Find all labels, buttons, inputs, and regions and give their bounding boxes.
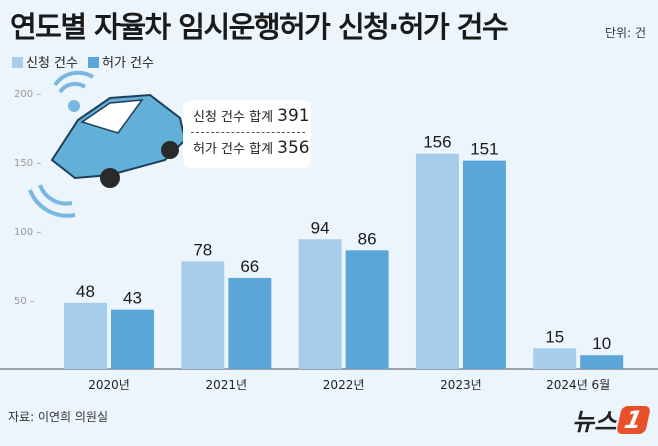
news1-logo: 뉴스 1 [572,402,651,437]
data-label: 78 [193,240,212,259]
bar-apply [181,261,225,369]
car-illustration-icon [28,70,187,218]
x-tick-label: 2023년 [440,378,482,392]
bar-permit [462,160,506,369]
data-label: 48 [76,282,95,301]
y-tick-label: 100 – [14,227,41,238]
legend-label: 허가 건수 [101,56,154,71]
bar-apply [415,153,459,369]
legend-item-permit: 허가 건수 [87,52,154,71]
x-tick-label: 2022년 [323,378,365,392]
x-tick-label: 2020년 [88,378,130,392]
y-tick-label: 200 – [14,89,41,100]
data-label: 15 [545,327,564,346]
data-label: 10 [592,334,611,353]
x-tick-label: 2021년 [206,378,248,392]
bar-apply [64,302,107,369]
permit-total-value: 356 [277,138,310,158]
logo-mark: 1 [616,405,651,434]
x-tick-label: 2024년 6월 [546,378,610,392]
legend-label: 신청 건수 [26,56,78,71]
y-tick-label: 150 – [14,158,41,169]
logo-text: 뉴스 [572,408,617,436]
data-label: 66 [240,257,259,276]
data-label: 156 [423,133,451,152]
bar-apply [533,348,577,369]
bar-permit [345,250,389,369]
source-note: 자료: 이연희 의원실 [8,410,108,424]
data-label: 94 [311,218,330,237]
chart-title: 연도별 자율차 임시운행허가 신청·허가 건수 [10,10,509,44]
bar-permit [580,355,624,369]
data-label: 151 [470,140,498,159]
apply-total-label: 신청 건수 합계 [193,110,274,125]
legend-item-apply: 신청 건수 [12,52,78,71]
apply-total-value: 391 [277,106,310,126]
totals-callout: 신청 건수 합계 391 허가 건수 합계 356 [183,100,311,168]
data-label: 86 [358,229,377,248]
unit-label: 단위: 건 [605,26,646,40]
bar-permit [111,309,154,369]
bar-apply [298,239,342,369]
data-label: 43 [123,289,142,308]
legend: 신청 건수 허가 건수 [12,52,154,71]
y-tick-label: 50 – [14,296,35,307]
bar-permit [228,277,272,369]
permit-total-label: 허가 건수 합계 [193,142,274,157]
